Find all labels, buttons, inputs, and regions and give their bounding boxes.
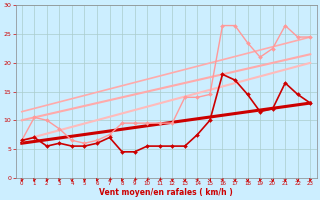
X-axis label: Vent moyen/en rafales ( km/h ): Vent moyen/en rafales ( km/h ) bbox=[99, 188, 233, 197]
